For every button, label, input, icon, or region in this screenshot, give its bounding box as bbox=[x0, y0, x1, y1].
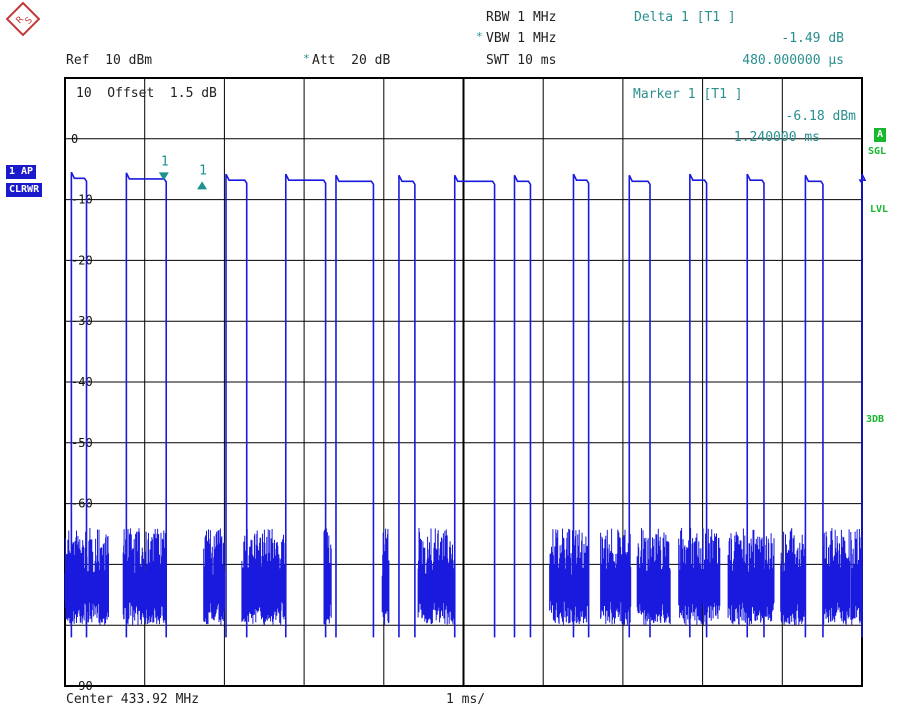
attenuation-setting: Att 20 dB bbox=[312, 53, 391, 68]
marker-level: -6.18 dBm bbox=[785, 109, 856, 124]
y-tick-label: -40 bbox=[71, 375, 93, 389]
noise-burst bbox=[780, 528, 806, 626]
noise-burst bbox=[417, 528, 454, 625]
pulse bbox=[746, 173, 765, 638]
trace-mode-badge: CLRWR bbox=[6, 183, 43, 197]
marker-time: 1.240000 ms bbox=[733, 130, 820, 145]
3db-label: 3DB bbox=[866, 414, 885, 425]
y-tick-label: 0 bbox=[71, 132, 78, 146]
marker-triangle bbox=[158, 172, 169, 181]
y-tick-label: -10 bbox=[71, 193, 93, 207]
trace-detector-badge: 1 AP bbox=[6, 165, 37, 179]
screen-a-badge: A bbox=[874, 128, 887, 142]
pulse bbox=[398, 174, 416, 638]
pulse bbox=[335, 174, 375, 638]
y-tick-label: -20 bbox=[71, 253, 93, 267]
svg-text:S: S bbox=[24, 15, 35, 26]
pulse bbox=[70, 171, 88, 638]
y-tick-label: -30 bbox=[71, 314, 93, 328]
noise-burst bbox=[203, 528, 225, 625]
marker-label: 1 bbox=[199, 163, 207, 178]
noise-burst bbox=[850, 529, 863, 625]
delta-marker-title: Delta 1 [T1 ] bbox=[634, 10, 736, 25]
noise-burst bbox=[636, 528, 671, 625]
noise-burst bbox=[241, 529, 286, 626]
noise-burst bbox=[381, 528, 390, 626]
marker-title: Marker 1 [T1 ] bbox=[633, 87, 743, 102]
delta-marker-time: 480.000000 µs bbox=[742, 53, 844, 68]
marker-label: 1 bbox=[161, 154, 169, 169]
ref-level: Ref 10 dBm bbox=[66, 53, 153, 68]
y-tick-label: -60 bbox=[71, 497, 93, 511]
pulse bbox=[628, 174, 651, 638]
marker-triangle bbox=[197, 181, 208, 190]
y-tick-label: -50 bbox=[71, 436, 93, 450]
rbw-setting: RBW 1 MHz bbox=[486, 10, 557, 25]
noise-burst bbox=[549, 528, 589, 625]
sgl-label: SGL bbox=[868, 146, 887, 157]
rohde-schwarz-logo-icon: R S bbox=[5, 1, 41, 37]
pulse bbox=[804, 174, 824, 638]
lvl-label: LVL bbox=[870, 204, 889, 215]
noise-burst bbox=[600, 528, 632, 625]
grid-offset-label: 10 Offset 1.5 dB bbox=[76, 86, 217, 101]
pulse bbox=[689, 173, 708, 638]
y-tick-label: -90 bbox=[71, 679, 93, 693]
noise-burst bbox=[122, 528, 167, 626]
vbw-setting: VBW 1 MHz bbox=[486, 31, 557, 46]
swt-setting: SWT 10 ms bbox=[486, 53, 557, 68]
pulse bbox=[858, 173, 867, 638]
noise-burst bbox=[823, 528, 851, 625]
vbw-star: * bbox=[476, 30, 483, 43]
svg-text:R: R bbox=[15, 15, 27, 27]
pulse bbox=[453, 174, 496, 638]
delta-marker-level: -1.49 dB bbox=[781, 31, 844, 46]
center-frequency: Center 433.92 MHz bbox=[66, 692, 200, 707]
pulse bbox=[225, 173, 248, 638]
pulse bbox=[125, 172, 168, 638]
time-per-division: 1 ms/ bbox=[446, 692, 486, 707]
pulse bbox=[284, 173, 327, 638]
noise-burst bbox=[64, 528, 109, 626]
pulse bbox=[513, 174, 532, 638]
att-star: * bbox=[303, 52, 310, 65]
noise-burst bbox=[678, 528, 721, 626]
pulse bbox=[572, 173, 590, 638]
noise-burst bbox=[727, 528, 775, 625]
